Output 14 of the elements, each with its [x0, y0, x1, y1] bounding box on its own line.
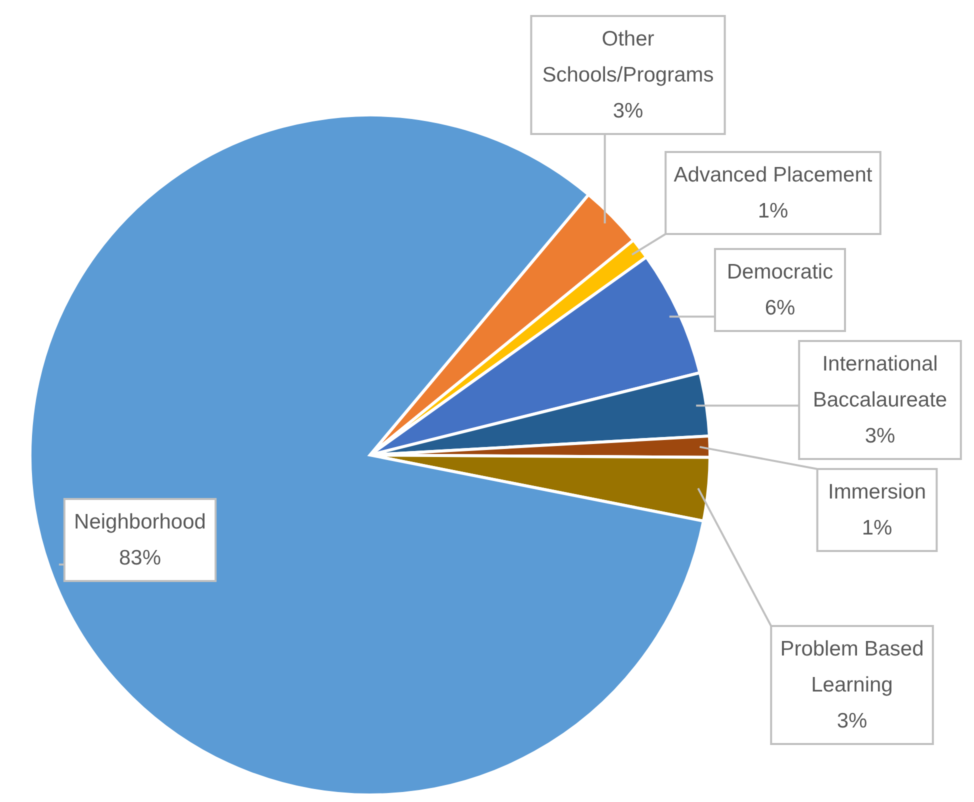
slice-label: Democratic [726, 260, 834, 284]
slice-label: Neighborhood [74, 510, 206, 534]
data-label: 3% [612, 100, 644, 122]
slice-label: Advanced Placement [674, 164, 872, 186]
slice-label: Other Schools/Programs [542, 28, 714, 86]
data-label: 83% [118, 546, 162, 570]
slice-label: Problem Based Learning [780, 638, 924, 696]
slice-label: Immersion [828, 480, 926, 504]
data-label: 3% [864, 424, 896, 448]
slice-label: International Baccalaureate [812, 352, 948, 412]
data-label: 3% [836, 710, 868, 732]
data-label: 6% [764, 296, 796, 320]
data-label: 1% [758, 200, 788, 222]
data-label: 1% [862, 516, 892, 540]
